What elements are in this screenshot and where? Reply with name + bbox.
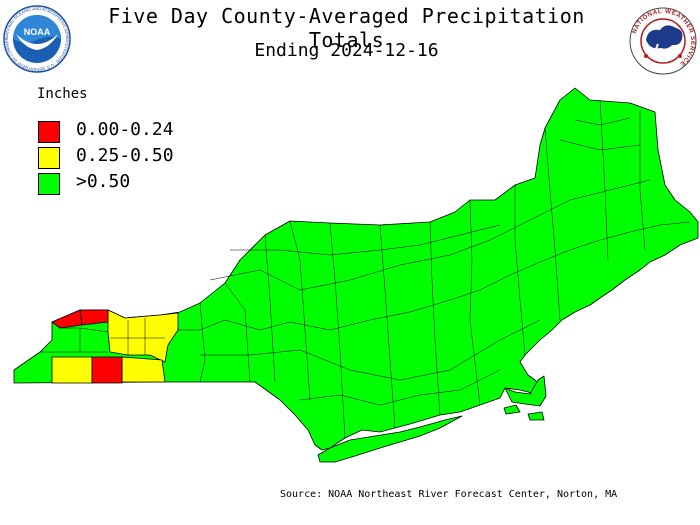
nws-logo: NATIONAL WEATHER SERVICE — [629, 7, 697, 75]
legend-title: Inches — [37, 86, 88, 102]
region-long-island — [317, 415, 463, 463]
source-credit: Source: NOAA Northeast River Forecast Ce… — [280, 489, 618, 500]
region-nantucket — [527, 411, 545, 421]
region-wny-red-orleans — [79, 309, 109, 326]
legend-swatch-green — [38, 173, 60, 195]
region-wny-red-allegany — [91, 356, 123, 384]
region-wny-red-niagara — [51, 309, 83, 329]
legend-swatch-yellow — [38, 147, 60, 169]
map-subtitle: Ending 2024-12-16 — [254, 40, 439, 61]
map-title: Five Day County-Averaged Precipitation T… — [108, 4, 585, 52]
region-northeast-landmass — [13, 87, 699, 451]
region-marthas-vineyard — [503, 404, 521, 415]
region-wny-yellow-southeast — [121, 356, 166, 383]
noaa-logo: NOAA NATIONAL OCEANIC AND ATMOSPHERIC AD… — [2, 4, 71, 73]
legend-label-low: 0.00-0.24 — [76, 119, 174, 140]
legend-label-high: >0.50 — [76, 171, 131, 192]
region-cape-cod — [504, 375, 547, 407]
region-wny-yellow-north — [107, 309, 179, 363]
noaa-logo-text: NOAA — [24, 27, 51, 37]
legend-swatch-red — [38, 121, 60, 143]
county-lines — [40, 99, 691, 439]
legend-label-mid: 0.25-0.50 — [76, 145, 174, 166]
region-wny-yellow-south — [51, 356, 93, 384]
